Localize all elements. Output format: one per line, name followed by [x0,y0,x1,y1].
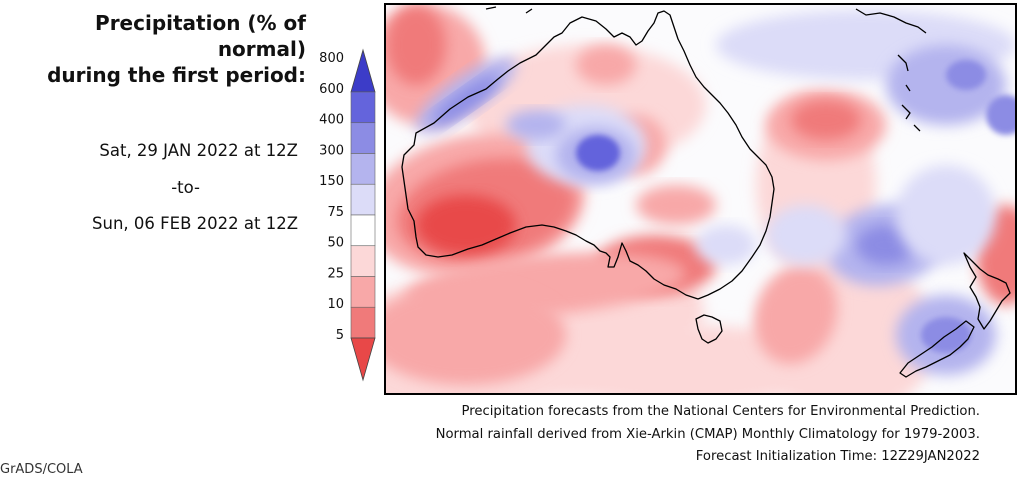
title-line-1: Precipitation (% of normal) [95,11,306,61]
precip-patch [432,75,500,125]
precip-patch [636,185,716,225]
precipitation-field [386,5,1015,393]
software-credit: GrADS/COLA [0,462,83,477]
png-coastline [855,8,927,120]
tasmania-coastline [695,314,723,344]
legend-level-label: 5 [336,328,344,343]
legend-labels: 800 600 400 300 150 75 50 25 10 5 [319,51,344,343]
footer-line-2: Normal rainfall derived from Xie-Arkin (… [435,427,980,442]
precip-patch [576,45,636,85]
new-zealand-north-island [963,252,1011,330]
legend-level-label: 400 [319,113,344,128]
precip-patch [754,266,838,364]
precip-patch [791,100,861,140]
australia-coastline [401,10,775,300]
legend-box [350,91,376,124]
precip-patch [986,95,1015,135]
legend-level-label: 300 [319,143,344,158]
legend-box [350,183,376,216]
period-end: Sun, 06 FEB 2022 at 12Z [92,214,298,233]
coral-islands [485,6,921,132]
precip-patch [696,225,756,265]
legend-arrow-top [350,48,376,93]
legend-box [350,122,376,154]
precip-patch [506,110,566,140]
precip-patch [896,165,996,265]
map-canvas [386,5,1015,393]
legend-level-label: 25 [327,266,344,281]
legend-box [350,214,376,247]
footer-line-3: Forecast Initialization Time: 12Z29JAN20… [695,449,980,464]
color-legend: 800 600 400 300 150 75 50 25 10 5 [319,48,376,382]
legend-level-label: 600 [319,82,344,97]
precip-patch [946,60,986,90]
legend-boxes [350,91,376,339]
legend-box [350,245,376,277]
legend-box [350,306,376,339]
title-line-2: during the first period: [47,63,306,87]
legend-level-label: 150 [319,174,344,189]
period-separator: -to- [171,178,200,197]
legend-box [350,276,376,308]
legend-level-label: 50 [327,236,344,251]
footer-line-1: Precipitation forecasts from the Nationa… [461,404,981,419]
legend-level-label: 75 [327,205,344,220]
precipitation-map [384,3,1017,395]
title-block: Precipitation (% of normal) during the f… [8,10,306,88]
legend-level-label: 10 [327,297,344,312]
legend-level-label: 800 [319,51,344,66]
legend-box [350,153,376,185]
coastlines [401,6,1011,378]
precip-patch [386,285,566,385]
precip-patch [766,205,846,265]
precip-patch [416,195,516,255]
new-zealand-south-island [899,320,975,378]
legend-arrow-bottom [350,337,376,382]
period-start: Sat, 29 JAN 2022 at 12Z [99,141,298,160]
precip-patch [576,135,620,171]
precip-patch [386,5,446,85]
